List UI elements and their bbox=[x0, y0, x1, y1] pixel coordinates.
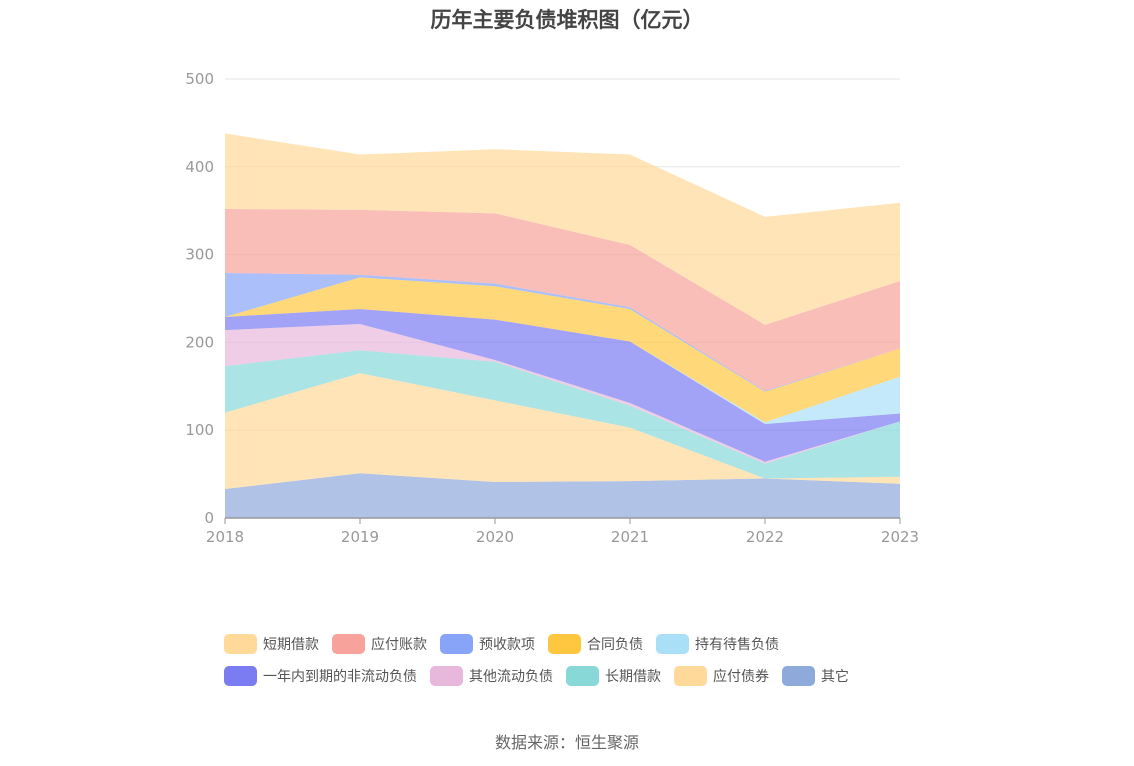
series-area bbox=[225, 323, 900, 464]
legend-label: 长期借款 bbox=[605, 669, 661, 685]
series-area bbox=[225, 208, 900, 391]
legend-item[interactable]: 长期借款 bbox=[566, 666, 661, 686]
x-tick-label: 2022 bbox=[746, 528, 784, 546]
x-tick-label: 2021 bbox=[611, 528, 649, 546]
legend-swatch bbox=[782, 666, 815, 686]
y-tick-label: 100 bbox=[185, 421, 214, 439]
chart-legend: 短期借款 应付账款 预收款项 合同负债 持有待售负债一年内到期的非流动负债 其他流动负债 长… bbox=[224, 632, 944, 696]
y-tick-label: 0 bbox=[204, 509, 214, 527]
legend-label: 应付债券 bbox=[713, 669, 769, 685]
legend-item[interactable]: 其他流动负债 bbox=[430, 666, 553, 686]
legend-item[interactable]: 应付债券 bbox=[674, 666, 769, 686]
legend-label: 其他流动负债 bbox=[469, 669, 553, 685]
series-area bbox=[225, 309, 900, 425]
legend-swatch bbox=[440, 634, 473, 654]
legend-item[interactable]: 短期借款 bbox=[224, 634, 319, 654]
legend-row: 短期借款 应付账款 预收款项 合同负债 持有待售负债 bbox=[224, 632, 944, 656]
chart-title: 历年主要负债堆积图（亿元） bbox=[430, 8, 704, 32]
x-tick-label: 2018 bbox=[206, 528, 244, 546]
legend-item[interactable]: 一年内到期的非流动负债 bbox=[224, 666, 417, 686]
legend-swatch bbox=[224, 666, 257, 686]
series-area bbox=[225, 350, 900, 479]
series-area bbox=[225, 277, 900, 423]
series-area bbox=[225, 273, 900, 392]
legend-item[interactable]: 其它 bbox=[782, 666, 849, 686]
x-tick-label: 2020 bbox=[476, 528, 514, 546]
series-area bbox=[225, 373, 900, 490]
legend-label: 应付账款 bbox=[371, 637, 427, 653]
series-area bbox=[225, 133, 900, 325]
legend-row: 一年内到期的非流动负债 其他流动负债 长期借款 应付债券 其它 bbox=[224, 664, 944, 688]
x-tick-label: 2023 bbox=[881, 528, 919, 546]
legend-label: 持有待售负债 bbox=[695, 637, 779, 653]
legend-swatch bbox=[674, 666, 707, 686]
legend-label: 一年内到期的非流动负债 bbox=[263, 669, 417, 685]
legend-label: 短期借款 bbox=[263, 637, 319, 653]
legend-swatch bbox=[224, 634, 257, 654]
stacked-area-chart: 0 100 200 300 400 500 2018 2019 2020 2021 2022 2023 bbox=[185, 70, 919, 546]
y-tick-label: 300 bbox=[185, 246, 214, 264]
y-tick-label: 500 bbox=[185, 70, 214, 88]
legend-item[interactable]: 预收款项 bbox=[440, 634, 535, 654]
y-tick-label: 400 bbox=[185, 158, 214, 176]
legend-label: 其它 bbox=[821, 669, 849, 685]
x-tick-label: 2019 bbox=[341, 528, 379, 546]
series-area bbox=[225, 309, 900, 462]
legend-swatch bbox=[430, 666, 463, 686]
legend-item[interactable]: 持有待售负债 bbox=[656, 634, 779, 654]
legend-swatch bbox=[566, 666, 599, 686]
legend-label: 预收款项 bbox=[479, 637, 535, 653]
legend-swatch bbox=[656, 634, 689, 654]
series-area bbox=[225, 473, 900, 518]
legend-swatch bbox=[548, 634, 581, 654]
legend-item[interactable]: 应付账款 bbox=[332, 634, 427, 654]
y-tick-label: 200 bbox=[185, 333, 214, 351]
legend-item[interactable]: 合同负债 bbox=[548, 634, 643, 654]
legend-label: 合同负债 bbox=[587, 637, 643, 653]
data-source-note: 数据来源：恒生聚源 bbox=[494, 733, 639, 752]
legend-swatch bbox=[332, 634, 365, 654]
